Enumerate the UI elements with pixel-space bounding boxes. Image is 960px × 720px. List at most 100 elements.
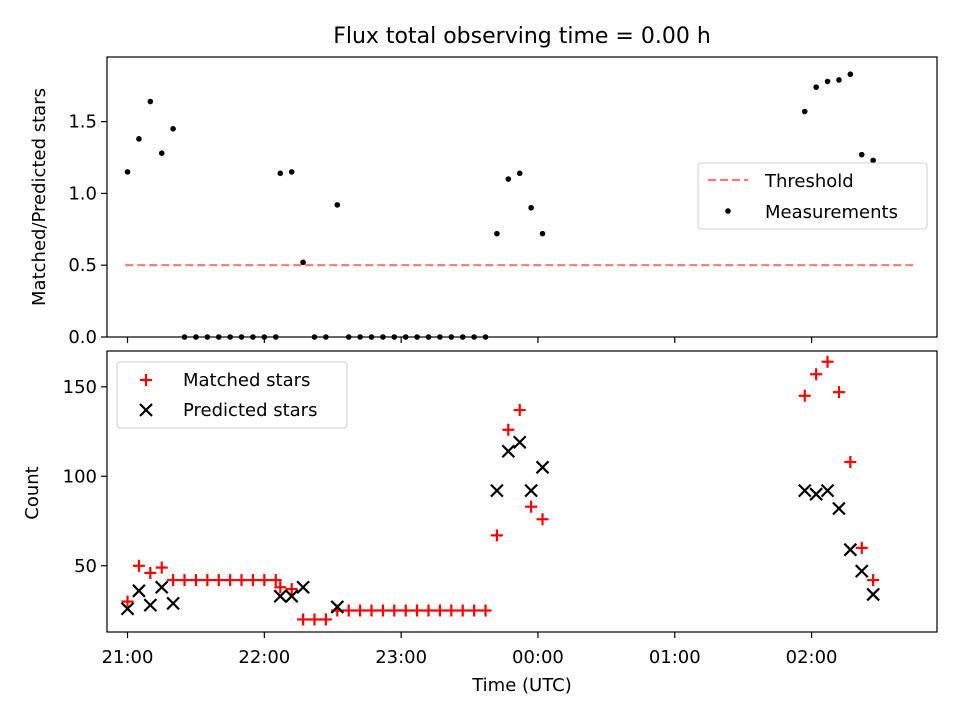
- legend-predicted-label: Predicted stars: [183, 400, 317, 421]
- matched-star-point: [456, 604, 469, 617]
- top-legend-box: [697, 162, 928, 230]
- matched-star-point: [399, 604, 412, 617]
- bottom-panel: 50 100 150 21:00 22:00 23:00 00:00 01:00 02:00 C…: [22, 350, 938, 696]
- x-tick-label: 00:00: [512, 647, 564, 668]
- matched-star-point: [502, 423, 515, 436]
- matched-star-point: [388, 604, 401, 617]
- measurement-point: [824, 78, 831, 85]
- matched-star-point: [445, 604, 458, 617]
- predicted-star-point: [512, 435, 527, 450]
- bottom-legend-box: [116, 361, 348, 429]
- measurement-point: [170, 125, 176, 132]
- legend-matched-label: Matched stars: [183, 370, 310, 391]
- legend-threshold-label: Threshold: [764, 171, 854, 192]
- predicted-star-point: [832, 501, 846, 516]
- matched-star-point: [479, 604, 492, 617]
- top-y-tick-label: 0.0: [68, 327, 97, 348]
- matched-star-point: [365, 604, 378, 617]
- measurement-point: [836, 77, 842, 83]
- measurement-point: [288, 169, 295, 175]
- matched-star-point: [274, 581, 287, 594]
- matched-star-point: [189, 574, 202, 587]
- matched-star-point: [536, 513, 549, 526]
- x-tick-label: 02:00: [786, 647, 838, 668]
- measurement-point: [334, 202, 341, 208]
- matched-star-point: [178, 574, 191, 587]
- predicted-star-point: [154, 580, 169, 595]
- matched-star-point: [376, 604, 389, 617]
- measurement-point: [300, 259, 306, 266]
- matched-star-point: [235, 574, 248, 587]
- matched-star-point: [810, 368, 823, 381]
- matched-star-point: [246, 574, 259, 587]
- legend-predicted-swatch: [139, 403, 153, 417]
- predicted-star-point: [132, 584, 146, 598]
- legend-matched-swatch: [140, 374, 152, 386]
- measurement-point: [858, 151, 865, 158]
- predicted-star-point: [143, 598, 158, 612]
- predicted-star-point: [296, 580, 310, 595]
- predicted-star-point: [284, 589, 299, 603]
- matched-star-point: [867, 574, 880, 587]
- measurement-point: [147, 98, 154, 105]
- x-tick-label: 21:00: [102, 647, 154, 668]
- top-y-axis-label: Matched/Predicted stars: [29, 88, 50, 306]
- measurement-point: [158, 150, 165, 157]
- x-tick-label: 22:00: [238, 647, 290, 668]
- top-legend: Threshold Measurements: [697, 162, 928, 230]
- predicted-star-point: [535, 460, 550, 475]
- predicted-star-point: [809, 487, 823, 501]
- x-axis-label: Time (UTC): [471, 675, 572, 696]
- measurement-point: [136, 136, 142, 142]
- top-panel: 0.0 0.5 1.0 1.5 Matched/Predicted stars Thr…: [29, 56, 938, 348]
- predicted-star-point: [501, 444, 516, 459]
- measurement-point: [847, 71, 854, 78]
- predicted-star-point: [120, 601, 135, 616]
- top-y-tick-label: 0.5: [68, 255, 97, 276]
- matched-star-point: [308, 613, 321, 626]
- matched-star-point: [468, 604, 481, 617]
- chart-title: Flux total observing time = 0.00 h: [333, 24, 711, 49]
- predicted-star-point: [490, 483, 504, 498]
- matched-star-point: [258, 574, 271, 587]
- measurement-point: [516, 170, 523, 177]
- matched-star-point: [132, 559, 145, 572]
- measurement-point: [494, 230, 500, 237]
- matched-star-point: [411, 604, 424, 617]
- measurement-point: [124, 169, 131, 175]
- matched-star-point: [155, 561, 168, 574]
- bottom-axes-frame: [106, 350, 938, 633]
- measurement-point: [505, 176, 512, 182]
- matched-star-point: [832, 386, 845, 399]
- predicted-star-point: [524, 483, 538, 498]
- matched-star-point: [422, 604, 435, 617]
- matched-star-point: [224, 574, 237, 587]
- top-y-tick-label: 1.0: [68, 183, 97, 204]
- bottom-y-axis-label: Count: [22, 466, 43, 519]
- matched-star-point: [144, 566, 157, 579]
- predicted-star-point: [166, 596, 180, 611]
- predicted-star-point: [866, 587, 880, 602]
- bottom-y-tick-label: 100: [63, 466, 97, 487]
- top-y-tick-label: 1.5: [68, 112, 97, 133]
- bottom-legend: Matched stars Predicted stars: [116, 361, 348, 429]
- bottom-y-tick-label: 150: [63, 377, 97, 398]
- measurement-point: [528, 204, 534, 211]
- matched-star-point: [212, 574, 225, 587]
- measurement-point: [870, 157, 876, 164]
- matched-star-point: [798, 389, 811, 402]
- matched-star-point: [821, 355, 834, 368]
- predicted-star-point: [797, 483, 812, 498]
- x-tick-label: 01:00: [649, 647, 701, 668]
- measurement-point: [813, 84, 819, 90]
- matched-star-point: [319, 613, 332, 626]
- matched-star-point: [297, 613, 310, 626]
- matched-star-point: [354, 604, 367, 617]
- matched-star-point: [121, 595, 134, 608]
- matched-star-point: [269, 574, 282, 587]
- bottom-y-tick-label: 50: [74, 556, 97, 577]
- x-tick-label: 23:00: [375, 647, 427, 668]
- top-axes-frame: [106, 56, 938, 338]
- matched-star-point: [342, 604, 355, 617]
- matched-star-point: [844, 455, 857, 468]
